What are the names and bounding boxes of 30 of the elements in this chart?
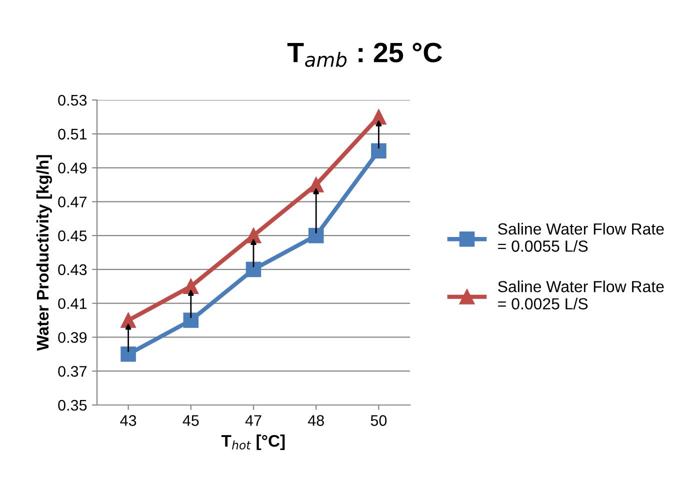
x-axis-title: T$_{hot}$ [°C] <box>221 434 285 450</box>
y-tick-label: 0.35 <box>58 400 87 411</box>
x-tick-label: 43 <box>120 415 136 426</box>
point <box>183 278 199 294</box>
x-tick-label: 48 <box>308 415 324 426</box>
point <box>371 109 386 125</box>
y-axis-title: Water Productivity [kg/h] <box>36 155 52 351</box>
legend-label: Saline Water Flow Rate = 0.0025 L/S <box>498 280 664 310</box>
point <box>120 312 136 328</box>
y-tick-label: 0.53 <box>58 94 87 106</box>
x-tick-label: 47 <box>245 415 262 426</box>
y-tick-label: 0.47 <box>58 196 87 208</box>
point <box>246 228 262 244</box>
y-tick-label: 0.45 <box>58 230 87 242</box>
y-tick-label: 0.41 <box>58 298 87 310</box>
legend-label: Saline Water Flow Rate = 0.0055 L/S <box>498 222 664 252</box>
point <box>183 312 199 328</box>
x-tick-label: 50 <box>370 415 387 426</box>
point <box>308 228 324 244</box>
point <box>371 143 386 158</box>
x-tick-label: 45 <box>182 415 199 426</box>
point <box>308 177 324 192</box>
y-tick-label: 0.49 <box>58 162 87 174</box>
point <box>120 346 136 362</box>
y-tick-label: 0.43 <box>58 264 87 276</box>
chart-title: T$_{amb}$ : 25 °C <box>287 42 442 67</box>
y-tick-label: 0.51 <box>58 128 87 140</box>
y-tick-label: 0.39 <box>58 332 87 343</box>
point <box>246 262 262 278</box>
y-tick-label: 0.37 <box>58 366 87 377</box>
